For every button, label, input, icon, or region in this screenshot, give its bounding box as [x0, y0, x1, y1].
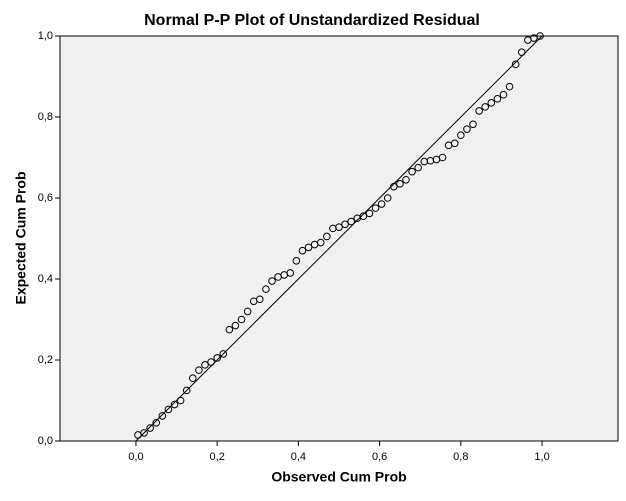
- point: [536, 32, 544, 40]
- point: [511, 60, 520, 69]
- point: [517, 48, 526, 57]
- point: [402, 175, 410, 184]
- point: [231, 321, 240, 330]
- point: [390, 182, 398, 191]
- point: [164, 405, 173, 414]
- y-tick-label: 1,0: [38, 30, 53, 42]
- point: [450, 139, 459, 148]
- point: [469, 120, 477, 129]
- point: [298, 246, 307, 255]
- point: [383, 194, 392, 202]
- point: [158, 412, 167, 420]
- point: [146, 424, 154, 432]
- point: [182, 386, 191, 395]
- point: [457, 131, 465, 140]
- x-tick-label: 0,2: [210, 451, 225, 463]
- y-tick-label: 0,6: [38, 192, 53, 204]
- point: [371, 204, 380, 212]
- point: [256, 295, 264, 304]
- point: [341, 220, 349, 229]
- point: [207, 358, 215, 366]
- point: [268, 277, 276, 285]
- point: [323, 232, 331, 241]
- point: [262, 285, 270, 293]
- point: [414, 163, 422, 172]
- reference-line: [135, 35, 543, 442]
- point: [487, 99, 496, 107]
- x-tick-label: 0,4: [291, 451, 306, 463]
- point: [195, 366, 203, 374]
- x-tick-label: 0,6: [372, 451, 387, 463]
- point: [176, 396, 185, 405]
- point: [292, 256, 301, 265]
- chart-title: Normal P-P Plot of Unstandardized Residu…: [144, 12, 480, 29]
- point: [225, 325, 234, 334]
- point: [188, 374, 197, 383]
- point: [463, 125, 471, 133]
- point: [170, 400, 179, 409]
- point: [499, 90, 508, 99]
- y-tick-label: 0,2: [38, 354, 53, 366]
- point: [408, 167, 416, 176]
- point: [365, 209, 374, 218]
- point: [316, 238, 325, 247]
- point: [304, 243, 313, 252]
- point: [505, 82, 514, 91]
- x-tick-label: 1,0: [534, 451, 549, 463]
- point: [493, 94, 502, 103]
- x-axis-label: Observed Cum Prob: [271, 469, 406, 485]
- point: [140, 429, 148, 437]
- point: [152, 418, 161, 427]
- point: [286, 269, 295, 277]
- point: [438, 153, 447, 162]
- point: [359, 212, 368, 221]
- y-tick-label: 0,0: [38, 435, 53, 447]
- y-tick-label: 0,8: [38, 111, 53, 123]
- point: [237, 315, 246, 324]
- point: [243, 307, 252, 316]
- x-tick-label: 0,8: [453, 451, 468, 463]
- point: [213, 354, 221, 362]
- point: [475, 107, 483, 115]
- point: [377, 200, 386, 208]
- point: [347, 217, 355, 226]
- y-tick-label: 0,4: [38, 273, 53, 285]
- point: [396, 180, 404, 188]
- point: [219, 350, 228, 358]
- y-axis-label: Expected Cum Prob: [13, 171, 29, 304]
- x-tick-label: 0,0: [128, 451, 143, 463]
- point: [481, 103, 490, 111]
- point: [335, 223, 343, 231]
- point: [201, 361, 209, 369]
